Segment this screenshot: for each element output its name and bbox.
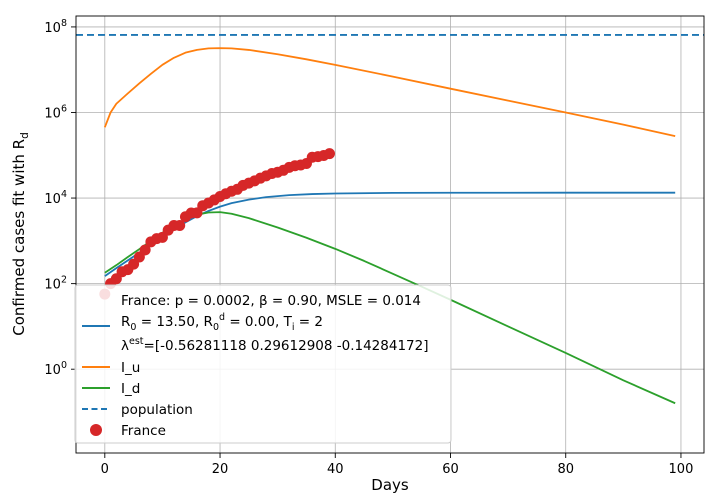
france-marker: [174, 220, 186, 232]
data-series: [76, 34, 704, 405]
x-axis-label: Days: [371, 476, 409, 494]
y-axis-label-subscript: d: [19, 132, 31, 139]
x-tick-label: 20: [212, 462, 229, 477]
x-tick-label: 80: [557, 462, 574, 477]
x-tick-label: 0: [101, 462, 109, 477]
y-axis-label: Confirmed cases fit with Rd: [10, 132, 31, 336]
y-tick-label: 108: [44, 18, 67, 36]
x-tick-label: 60: [442, 462, 459, 477]
legend-header: France: p = 0.0002, β = 0.90, MSLE = 0.0…: [121, 293, 421, 309]
x-tick-label: 100: [669, 462, 694, 477]
france-marker: [139, 244, 151, 256]
iu-line: [103, 47, 676, 138]
legend-box: [74, 284, 452, 444]
y-tick-label: 104: [44, 189, 67, 207]
y-tick-label: 102: [44, 275, 67, 293]
plot-frame: [75, 15, 705, 454]
legend-population: population: [121, 402, 193, 418]
legend: France: p = 0.0002, β = 0.90, MSLE = 0.0…: [74, 284, 452, 444]
legend-france-swatch: [90, 424, 102, 436]
france-marker: [324, 148, 336, 160]
fit-line: [104, 191, 676, 277]
legend-france: France: [121, 423, 166, 439]
x-tick-label: 40: [327, 462, 344, 477]
legend-r0: R0 = 13.50, R0d = 0.00, Ti = 2: [121, 312, 323, 333]
legend-id: I_d: [121, 381, 140, 397]
axis-ticks: 0 20 40 60 80 100 100 102 104 106 108: [44, 18, 693, 477]
legend-lambda: λest=[-0.56281118 0.29612908 -0.14284172…: [121, 336, 428, 354]
legend-iu: I_u: [121, 360, 140, 376]
y-tick-label: 100: [44, 360, 67, 378]
y-tick-label: 106: [44, 103, 67, 121]
